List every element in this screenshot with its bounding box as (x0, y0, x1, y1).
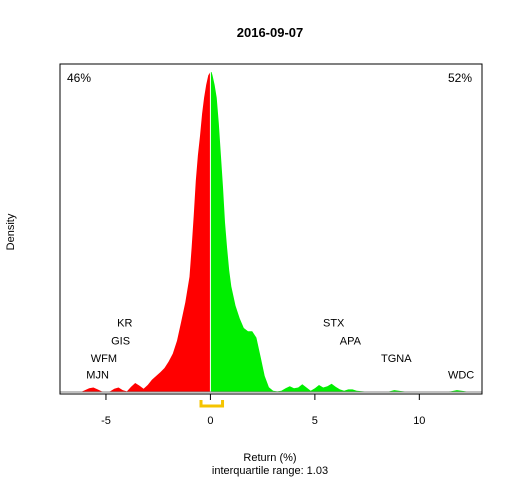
right-percentage: 52% (448, 71, 472, 85)
density-areas (60, 72, 482, 393)
ticker-label: STX (323, 317, 345, 329)
ticker-label: GIS (111, 336, 130, 348)
ticker-label: TGNA (381, 353, 412, 365)
ticker-label: MJN (86, 370, 109, 382)
x-tick-label: 10 (413, 415, 425, 427)
x-tick-label: -5 (101, 415, 111, 427)
ticker-labels: KR GIS WFM MJN STX APA TGNA WDC (86, 317, 474, 381)
y-axis-label: Density (5, 213, 17, 250)
iqr-bracket-shape (199, 400, 225, 408)
chart-title: 2016-09-07 (237, 25, 304, 40)
left-percentage: 46% (67, 71, 91, 85)
x-axis-label: Return (%) (243, 452, 296, 464)
ticker-label: KR (117, 317, 132, 329)
ticker-label: APA (340, 336, 362, 348)
x-tick-label: 0 (207, 415, 213, 427)
iqr-bracket (199, 400, 225, 408)
x-tick-label: 5 (312, 415, 318, 427)
ticker-label: WDC (448, 370, 474, 382)
positive-density-area (210, 72, 470, 392)
ticker-label: WFM (91, 353, 117, 365)
negative-density-area (80, 72, 211, 392)
x-axis: -5 0 5 10 (59, 63, 483, 427)
plot-frame (59, 63, 483, 395)
iqr-caption: interquartile range: 1.03 (212, 465, 328, 477)
